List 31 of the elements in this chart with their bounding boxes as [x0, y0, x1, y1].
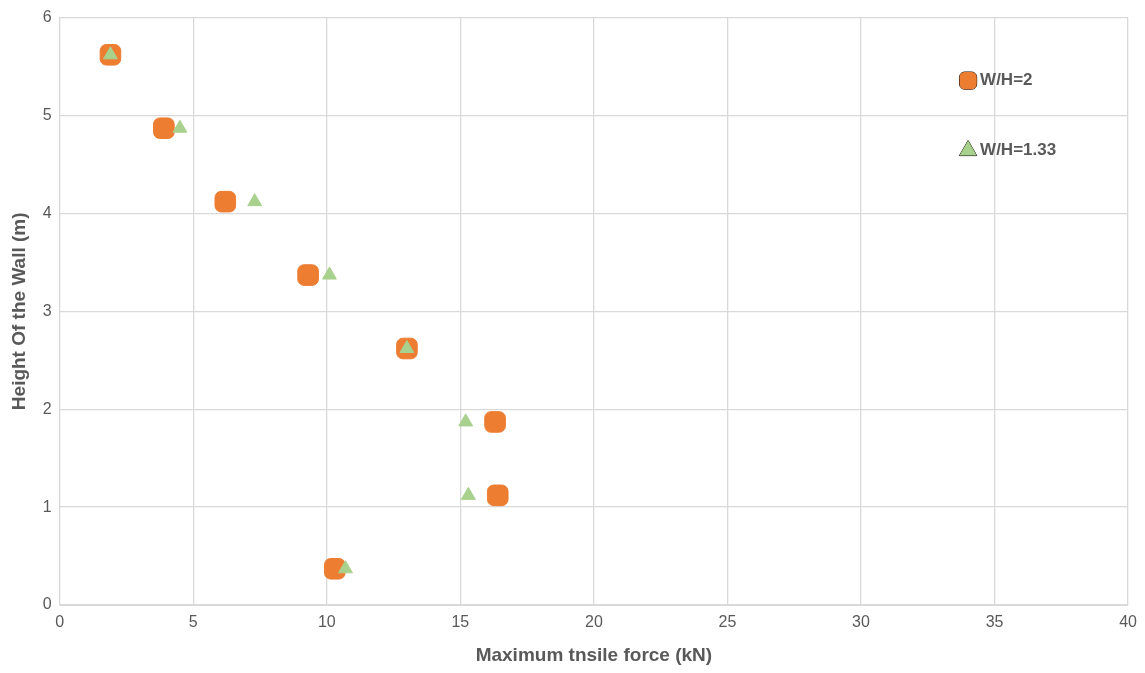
x-tick-label: 10	[317, 613, 336, 631]
point	[214, 190, 237, 213]
y-tick-label: 6	[42, 8, 52, 26]
x-axis-title: Maximum tnsile force (kN)	[475, 643, 713, 665]
point	[458, 413, 474, 427]
x-tick-label: 15	[451, 613, 470, 631]
point	[247, 193, 263, 207]
x-tick-label: 25	[718, 613, 737, 631]
point	[338, 560, 353, 574]
point	[297, 264, 319, 286]
y-tick-label: 0	[42, 595, 52, 613]
y-tick-label: 2	[42, 399, 52, 417]
y-tick-label: 1	[42, 497, 52, 515]
x-tick-label: 5	[188, 613, 198, 631]
y-tick-label: 4	[42, 203, 52, 221]
y-tick-label: 3	[42, 301, 52, 319]
point	[172, 119, 188, 133]
x-tick-label: 30	[852, 613, 870, 631]
legend-label: W/H=1.33	[980, 140, 1057, 160]
point	[153, 117, 175, 140]
point	[484, 411, 506, 433]
y-axis-title: Height Of the Wall (m)	[7, 212, 29, 411]
point	[322, 266, 337, 280]
legend-label: W/H=2	[980, 70, 1033, 90]
x-tick-label: 35	[985, 613, 1004, 631]
x-tick-label: 20	[585, 613, 603, 631]
y-tick-label: 5	[42, 105, 52, 123]
point	[460, 486, 476, 500]
x-tick-label: 40	[1119, 613, 1138, 631]
x-tick-label: 0	[55, 613, 65, 631]
point	[486, 484, 509, 507]
